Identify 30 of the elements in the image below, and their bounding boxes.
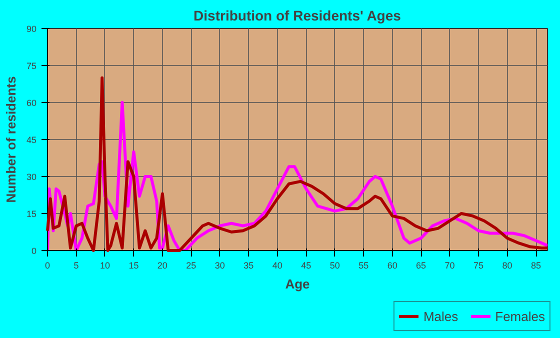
x-tick-label: 40 [272,260,282,270]
chart-title: Distribution of Residents' Ages [194,8,402,24]
x-tick-label: 5 [74,260,79,270]
y-tick-label: 90 [26,24,37,34]
x-tick-label: 30 [214,260,225,270]
y-tick-label: 15 [26,209,37,219]
x-tick-label: 10 [100,260,110,270]
x-tick-label: 75 [474,260,484,270]
x-tick-label: 80 [502,260,512,270]
x-tick-label: 25 [186,260,196,270]
y-tick-label: 30 [26,172,37,182]
x-tick-label: 85 [531,260,542,270]
x-tick-label: 60 [387,260,398,270]
x-tick-label: 50 [330,260,340,270]
x-tick-label: 45 [301,260,312,270]
x-tick-label: 55 [358,260,369,270]
x-tick-label: 0 [44,260,50,270]
y-tick-label: 0 [31,246,37,256]
y-tick-label: 75 [26,61,37,71]
x-tick-label: 20 [157,260,168,270]
y-axis-title: Number of residents [3,76,18,203]
x-tick-label: 35 [244,260,254,270]
x-tick-label: 15 [128,260,139,270]
y-tick-label: 45 [26,135,37,145]
legend-label: Females [495,308,545,324]
x-tick-label: 70 [444,260,455,270]
legend-label: Males [423,308,458,324]
y-tick-label: 60 [26,98,37,108]
x-axis-title: Age [285,276,310,292]
x-tick-label: 65 [416,260,426,270]
